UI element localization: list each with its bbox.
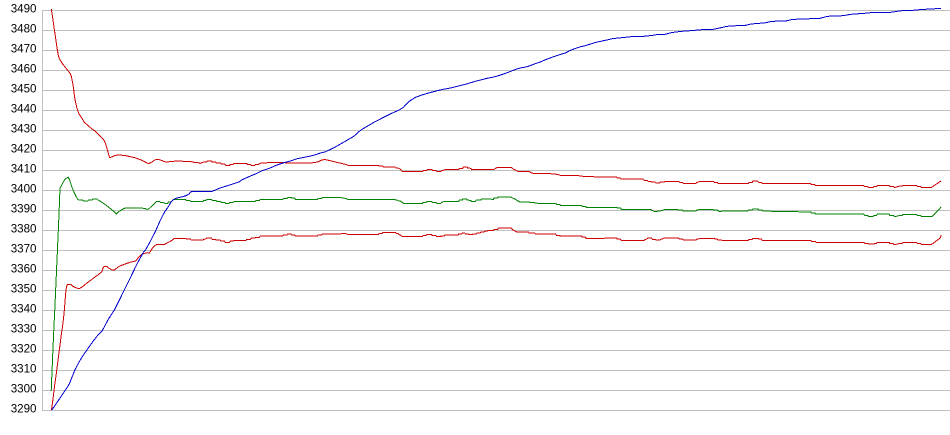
- svg-text:3330: 3330: [11, 323, 37, 336]
- svg-text:3380: 3380: [11, 223, 37, 236]
- svg-text:3340: 3340: [11, 303, 37, 316]
- svg-text:3350: 3350: [11, 283, 37, 296]
- svg-text:3370: 3370: [11, 243, 37, 256]
- svg-text:3470: 3470: [11, 43, 37, 56]
- svg-text:3300: 3300: [11, 383, 37, 396]
- svg-text:3400: 3400: [11, 183, 37, 196]
- svg-text:3460: 3460: [11, 63, 37, 76]
- svg-text:3320: 3320: [11, 343, 37, 356]
- svg-text:3290: 3290: [11, 403, 37, 416]
- svg-text:3390: 3390: [11, 203, 37, 216]
- svg-text:3440: 3440: [11, 103, 37, 116]
- svg-text:3410: 3410: [11, 163, 37, 176]
- svg-text:3310: 3310: [11, 363, 37, 376]
- svg-text:3430: 3430: [11, 123, 37, 136]
- svg-text:3480: 3480: [11, 23, 37, 36]
- svg-text:3360: 3360: [11, 263, 37, 276]
- svg-text:3450: 3450: [11, 83, 37, 96]
- svg-text:3490: 3490: [11, 3, 37, 16]
- svg-text:3420: 3420: [11, 143, 37, 156]
